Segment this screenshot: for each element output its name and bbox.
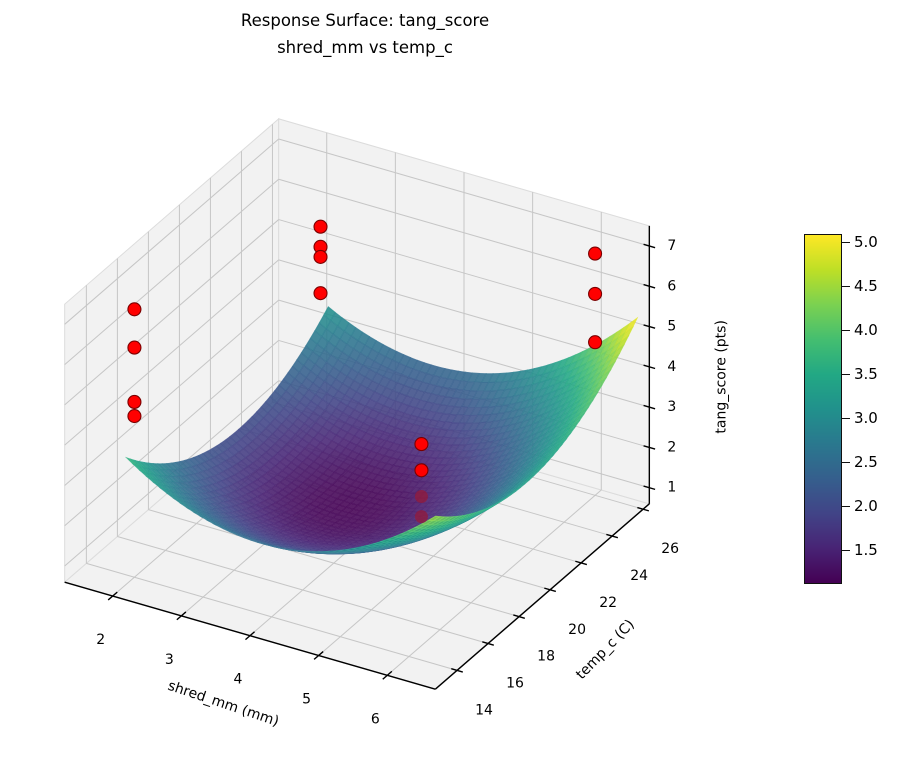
colorbar-tick-label: 4.5 (854, 277, 878, 296)
colorbar-tick-label: 2.0 (854, 497, 878, 515)
colorbar-tick-label: 2.5 (854, 453, 878, 472)
colorbar-gradient (804, 234, 842, 584)
colorbar-tick-mark (841, 417, 850, 420)
colorbar-tick-mark (841, 329, 850, 332)
colorbar-tick-mark (841, 241, 850, 244)
colorbar-tick-label: 3.5 (854, 365, 878, 384)
colorbar-tick-label: 3.0 (854, 409, 878, 428)
colorbar-tick-mark (841, 461, 850, 464)
colorbar: 1.5 2.0 2.5 3.0 3.5 4.0 4.5 5.0 (804, 233, 878, 584)
colorbar-tick-mark (841, 373, 850, 376)
colorbar-tick-mark (841, 505, 850, 508)
colorbar-tick-mark (841, 285, 850, 288)
colorbar-tick-label: 1.5 (854, 540, 878, 559)
colorbar-tick-label: 4.0 (854, 321, 878, 340)
colorbar-tick-mark (841, 549, 850, 552)
colorbar-tick-label: 5.0 (854, 233, 878, 252)
